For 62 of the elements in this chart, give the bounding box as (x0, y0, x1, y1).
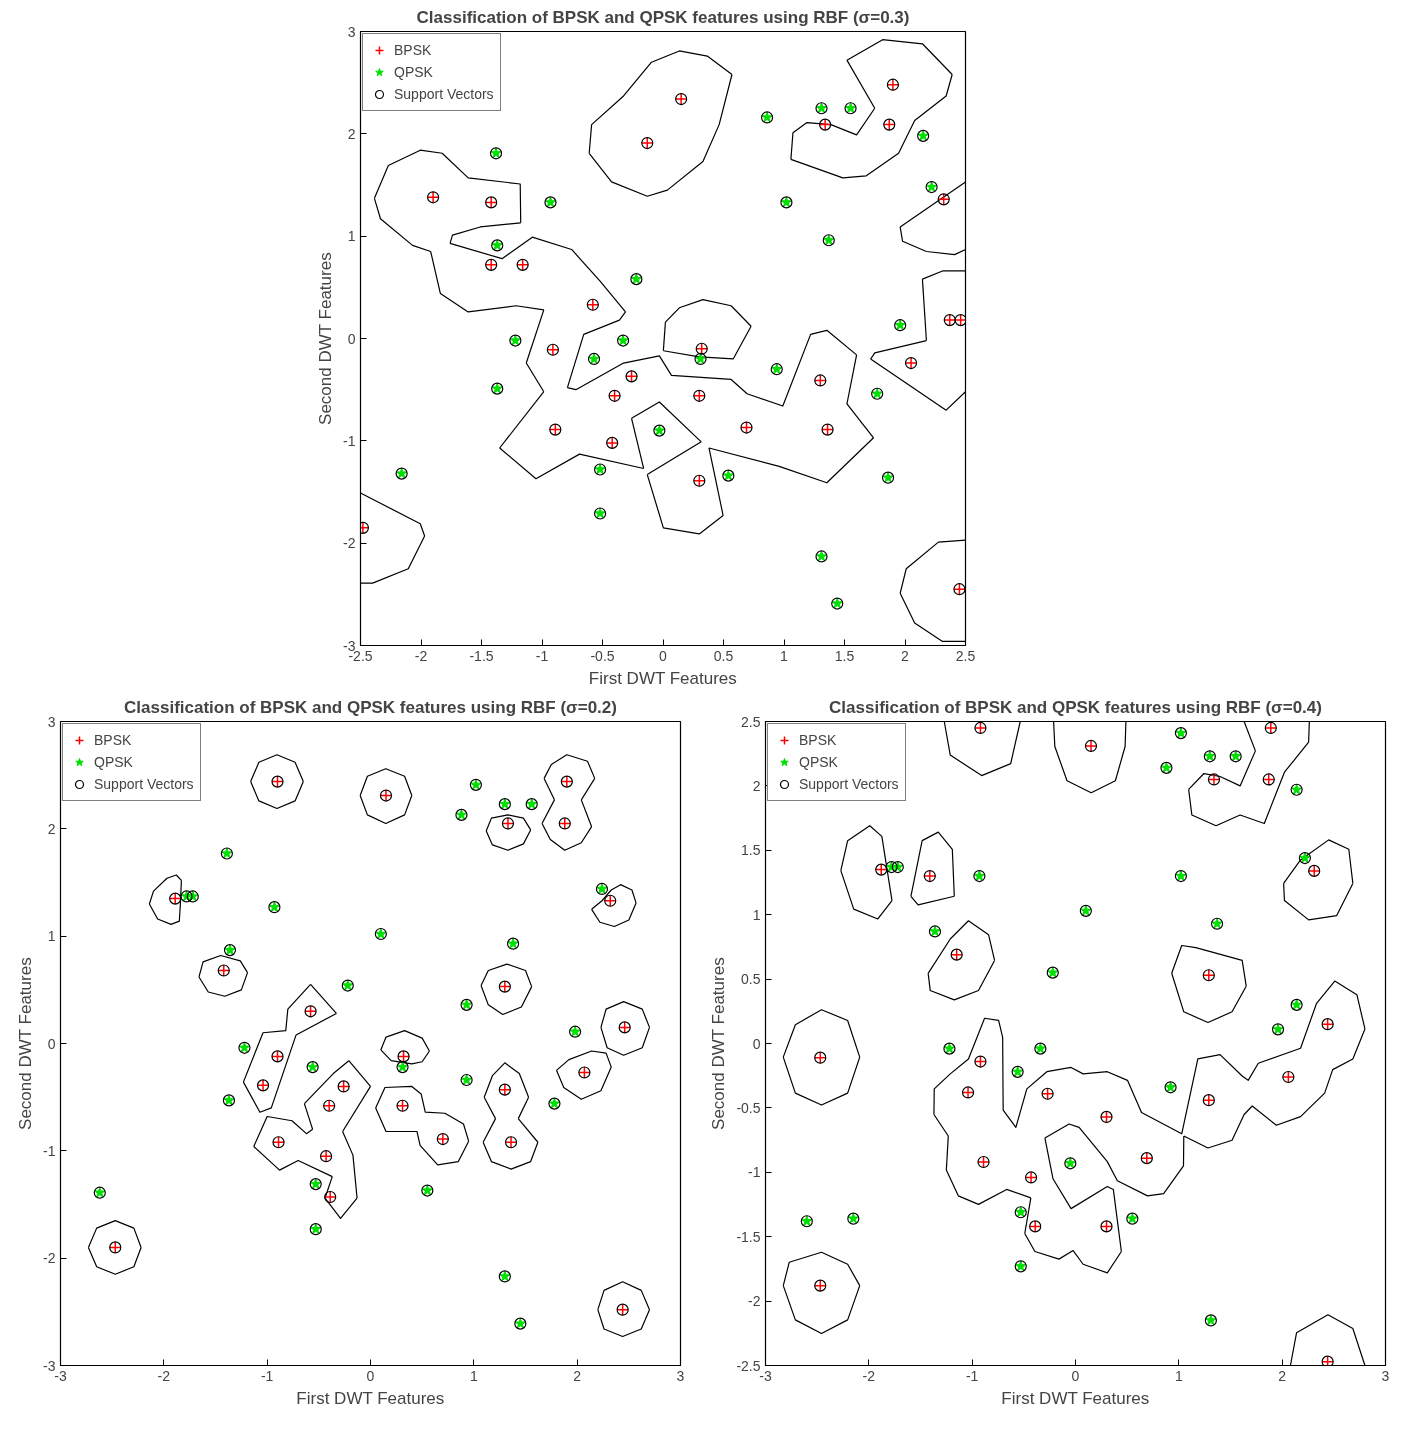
y-axis-title: Second DWT Features (16, 957, 36, 1130)
y-tick-label: -1 (43, 1142, 56, 1159)
x-axis-title: First DWT Features (1001, 1388, 1150, 1408)
y-tick-label: 3 (47, 713, 56, 730)
y-tick-label: 2 (347, 125, 356, 142)
legend-label: Support Vectors (94, 776, 194, 792)
y-tick-label: -2 (43, 1250, 56, 1267)
legend-label: BPSK (799, 732, 837, 748)
x-tick-label: 0.5 (713, 647, 734, 664)
x-tick-label: 1 (469, 1367, 478, 1384)
y-tick-label: -0.5 (736, 1099, 761, 1116)
y-tick-label: -2 (748, 1293, 761, 1310)
x-axis-title: First DWT Features (588, 668, 737, 688)
y-tick-label: -1.5 (736, 1228, 761, 1245)
legend-label: QPSK (394, 64, 433, 80)
x-tick-label: 3 (1381, 1367, 1390, 1384)
x-tick-label: -1.5 (469, 647, 494, 664)
y-tick-label: 0 (752, 1035, 761, 1052)
x-tick-label: -1 (260, 1367, 274, 1384)
y-axis-title: Second DWT Features (709, 957, 729, 1130)
y-tick-label: 2.5 (741, 713, 761, 730)
x-tick-label: 2 (901, 647, 910, 664)
x-tick-label: -0.5 (590, 647, 615, 664)
x-tick-label: -2 (862, 1367, 876, 1384)
x-tick-label: 3 (676, 1367, 685, 1384)
y-tick-label: 1 (752, 906, 761, 923)
x-tick-label: 1 (1174, 1367, 1183, 1384)
legend-label: QPSK (94, 754, 133, 770)
y-axis-title: Second DWT Features (316, 252, 336, 425)
legend-label: BPSK (394, 42, 432, 58)
y-tick-label: 1 (47, 928, 56, 945)
y-tick-label: 0 (47, 1035, 56, 1052)
y-tick-label: 0 (347, 330, 356, 347)
y-tick-label: 2 (752, 777, 761, 794)
y-tick-label: 1 (347, 228, 356, 245)
legend-label: QPSK (799, 754, 838, 770)
x-tick-label: -1 (965, 1367, 979, 1384)
x-tick-label: 2 (573, 1367, 582, 1384)
y-tick-label: 2 (47, 820, 56, 837)
chart-title: Classification of BPSK and QPSK features using RBF (σ=0.3) (416, 7, 910, 27)
x-tick-label: 0 (659, 647, 668, 664)
y-tick-label: 3 (347, 23, 356, 40)
x-tick-label: 1 (780, 647, 789, 664)
x-tick-label: -2 (157, 1367, 171, 1384)
x-tick-label: 0 (1071, 1367, 1080, 1384)
x-tick-label: -2 (414, 647, 428, 664)
legend-label: Support Vectors (799, 776, 899, 792)
x-axis-title: First DWT Features (296, 1388, 445, 1408)
chart-title: Classification of BPSK and QPSK features using RBF (σ=0.2) (124, 697, 617, 717)
y-tick-label: -1 (748, 1164, 761, 1181)
x-tick-label: 1.5 (834, 647, 855, 664)
legend-label: BPSK (94, 732, 132, 748)
y-tick-label: 0.5 (741, 971, 761, 988)
legend-label: Support Vectors (394, 86, 494, 102)
y-tick-label: 1.5 (741, 842, 761, 859)
x-tick-label: 2 (1278, 1367, 1287, 1384)
y-tick-label: -1 (343, 432, 356, 449)
y-tick-label: -2 (343, 535, 356, 552)
x-tick-label: 2.5 (955, 647, 976, 664)
chart-title: Classification of BPSK and QPSK features using RBF (σ=0.4) (829, 697, 1322, 717)
x-tick-label: -1 (535, 647, 549, 664)
x-tick-label: 0 (366, 1367, 375, 1384)
